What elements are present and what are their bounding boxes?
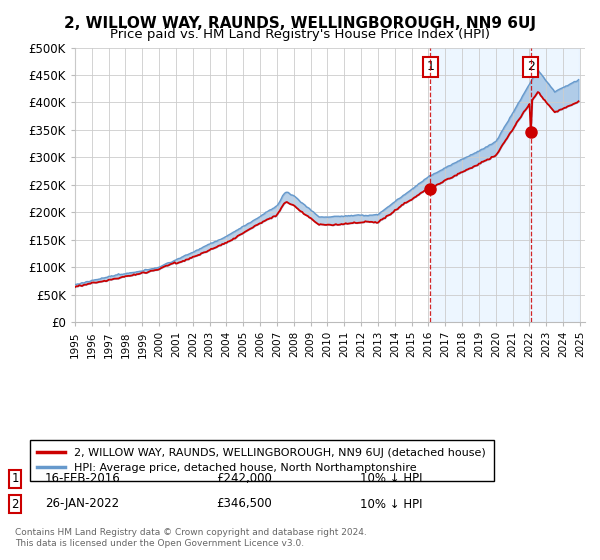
Text: 26-JAN-2022: 26-JAN-2022 (45, 497, 119, 511)
Text: 10% ↓ HPI: 10% ↓ HPI (360, 497, 422, 511)
Legend: 2, WILLOW WAY, RAUNDS, WELLINGBOROUGH, NN9 6UJ (detached house), HPI: Average pr: 2, WILLOW WAY, RAUNDS, WELLINGBOROUGH, N… (29, 440, 494, 481)
Text: 2, WILLOW WAY, RAUNDS, WELLINGBOROUGH, NN9 6UJ: 2, WILLOW WAY, RAUNDS, WELLINGBOROUGH, N… (64, 16, 536, 31)
Text: 1: 1 (11, 472, 19, 486)
Text: 2: 2 (527, 60, 535, 73)
Text: £242,000: £242,000 (216, 472, 272, 486)
Text: £346,500: £346,500 (216, 497, 272, 511)
Text: 16-FEB-2016: 16-FEB-2016 (45, 472, 121, 486)
Text: 2: 2 (11, 497, 19, 511)
Text: 10% ↓ HPI: 10% ↓ HPI (360, 472, 422, 486)
Text: Price paid vs. HM Land Registry's House Price Index (HPI): Price paid vs. HM Land Registry's House … (110, 28, 490, 41)
Text: 1: 1 (427, 60, 434, 73)
Text: Contains HM Land Registry data © Crown copyright and database right 2024.
This d: Contains HM Land Registry data © Crown c… (15, 528, 367, 548)
